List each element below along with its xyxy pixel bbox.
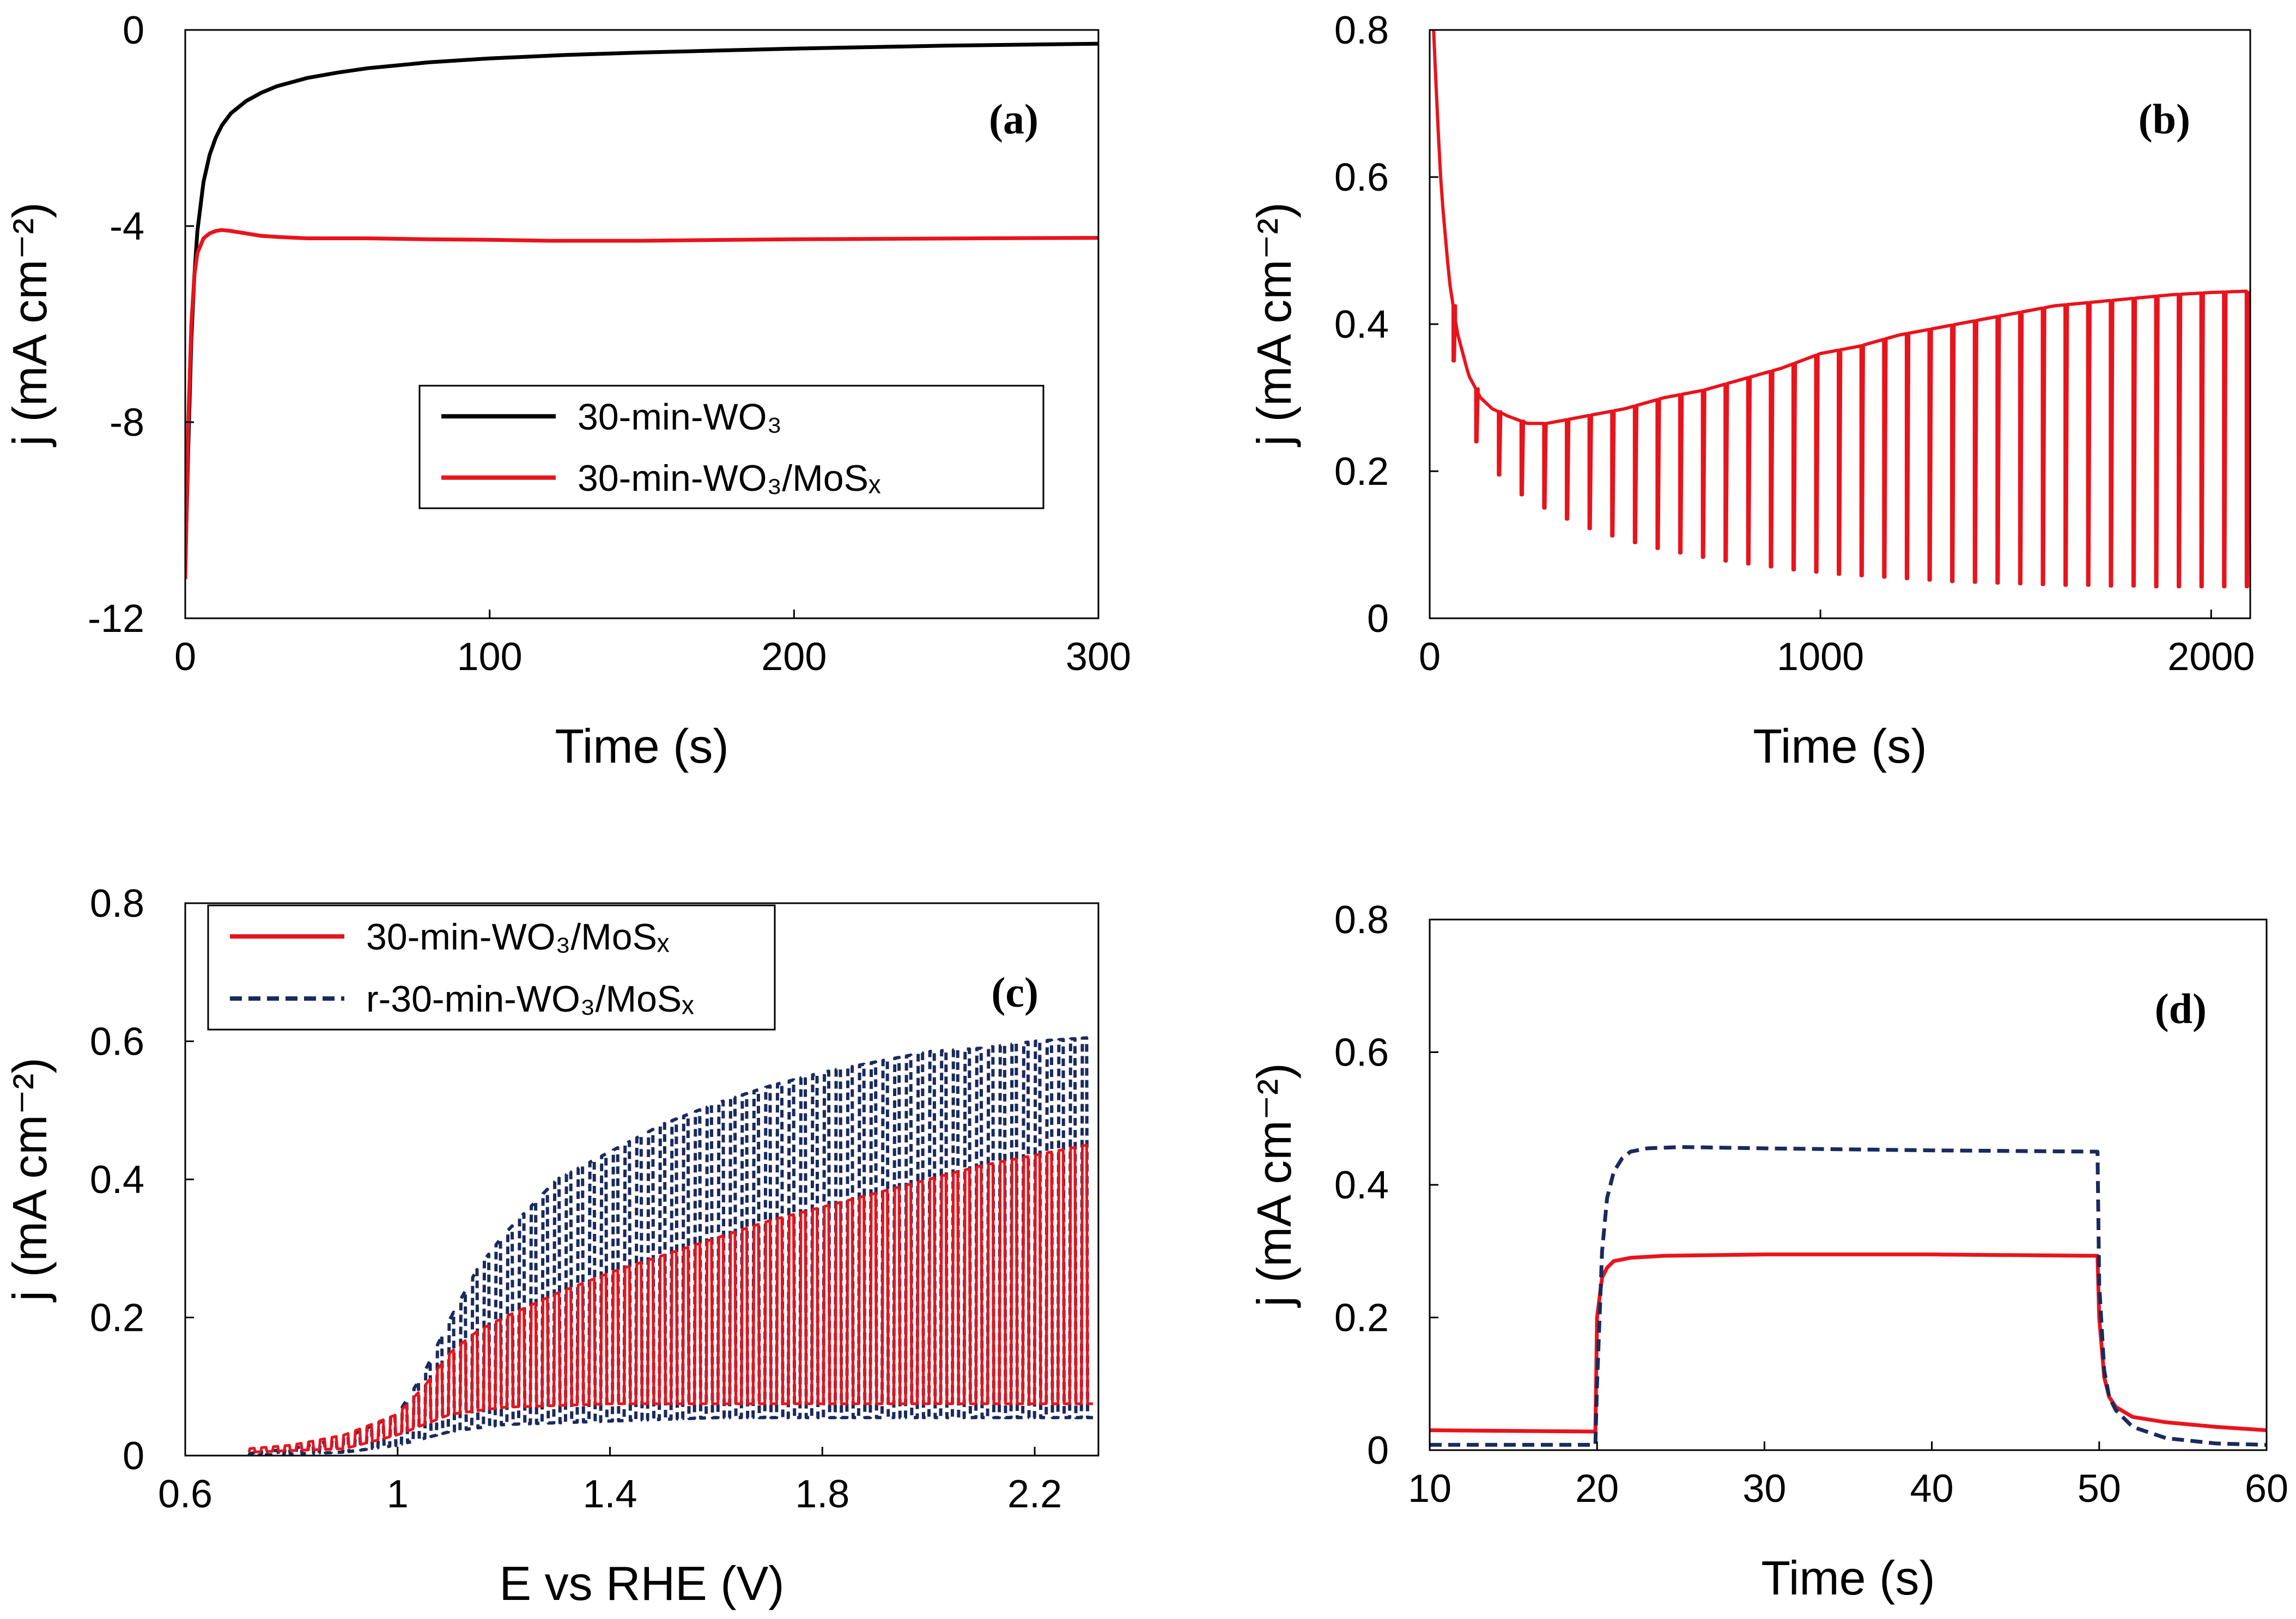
x-axis-label: Time (s) (1753, 719, 1927, 773)
y-tick-label: 0.2 (1334, 450, 1389, 494)
x-axis-label: Time (s) (1761, 1551, 1935, 1605)
x-tick-label: 40 (1910, 1467, 1954, 1511)
y-tick-label: -12 (88, 597, 144, 641)
panel-label: (d) (2155, 985, 2207, 1032)
x-tick-label: 30 (1742, 1467, 1786, 1511)
x-tick-label: 2.2 (1007, 1472, 1062, 1516)
y-tick-label: -4 (110, 205, 144, 248)
series-line-wo3 (185, 41, 1098, 570)
y-tick-label: 0.8 (1334, 898, 1389, 942)
x-tick-label: 60 (2245, 1467, 2288, 1511)
y-tick-label: 0 (1367, 1429, 1389, 1472)
panel-a: 0 100 200 300 -12 -8 -4 0 Time (s) j (mA cm⁻²) (a)… (3, 9, 1131, 773)
x-tick-label: 1 (387, 1472, 409, 1516)
x-tick-label: 2000 (2167, 635, 2255, 679)
y-tick-label: 0.4 (1334, 1164, 1389, 1207)
series-line-chopped-photocurrent (1432, 30, 2250, 588)
legend-box (207, 904, 776, 1031)
panel-label: (a) (989, 95, 1038, 143)
x-axis-label: Time (s) (555, 719, 728, 773)
y-tick-label: 0.4 (90, 1158, 144, 1202)
x-tick-label: 20 (1575, 1467, 1619, 1511)
legend-label: r-30-min-WO₃/MoSₓ (366, 978, 694, 1020)
y-tick-label: 0.2 (90, 1297, 144, 1340)
y-tick-label: 0.8 (1334, 9, 1389, 52)
legend-label: 30-min-WO₃/MoSₓ (578, 458, 881, 499)
x-tick-label: 100 (457, 635, 523, 679)
x-tick-label: 1.8 (795, 1472, 849, 1516)
x-tick-label: 1000 (1777, 635, 1864, 679)
y-tick-label: 0 (123, 1434, 144, 1478)
y-tick-label: 0.2 (1334, 1297, 1389, 1340)
series-line-wo3-mosx (1430, 1252, 2267, 1434)
legend-box (418, 385, 1044, 509)
y-axis-label: j (mA cm⁻²) (3, 1057, 57, 1302)
x-tick-label: 0.6 (158, 1472, 212, 1516)
x-tick-label: 1.4 (582, 1472, 637, 1516)
plot-frame (184, 29, 1100, 619)
panel-d: 10 20 30 40 50 60 0 0.2 0.4 0.6 0.8 Time (s) j (mA c… (1247, 898, 2288, 1605)
y-tick-label: -8 (110, 401, 144, 445)
x-tick-label: 200 (761, 635, 827, 679)
y-tick-label: 0 (123, 9, 144, 52)
y-tick-label: 0.6 (1334, 156, 1389, 199)
x-tick-label: 50 (2078, 1467, 2121, 1511)
x-tick-label: 10 (1408, 1467, 1451, 1511)
x-tick-label: 0 (1419, 635, 1441, 679)
panel-c: 0.6 1 1.4 1.8 2.2 0 0.2 0.4 0.6 0.8 E vs RHE (V) j … (3, 882, 1100, 1610)
series-line-r-wo3-mosx (247, 1036, 1093, 1456)
y-axis-label: j (mA cm⁻²) (3, 202, 57, 447)
y-tick-label: 0.4 (1334, 303, 1389, 346)
series-line-wo3-mosx (185, 228, 1098, 580)
panel-label: (c) (991, 969, 1038, 1016)
x-axis-label: E vs RHE (V) (499, 1556, 784, 1610)
panel-label: (b) (2139, 95, 2190, 143)
y-tick-label: 0 (1367, 597, 1389, 641)
x-tick-label: 300 (1066, 635, 1131, 679)
series-line-r-wo3-mosx (1430, 1145, 2267, 1447)
y-axis-label: j (mA cm⁻²) (1247, 202, 1301, 447)
legend-label: 30-min-WO₃/MoSₓ (366, 916, 670, 958)
y-tick-label: 0.8 (90, 882, 144, 926)
legend-label: 30-min-WO₃ (578, 396, 782, 437)
panel-b: 0 1000 2000 0 0.2 0.4 0.6 0.8 Time (s) j (mA cm⁻²… (1247, 9, 2255, 773)
x-tick-label: 0 (174, 635, 196, 679)
series-line-wo3-mosx (247, 1143, 1093, 1453)
y-axis-label: j (mA cm⁻²) (1247, 1063, 1301, 1308)
y-tick-label: 0.6 (90, 1020, 144, 1064)
y-tick-label: 0.6 (1334, 1031, 1389, 1075)
